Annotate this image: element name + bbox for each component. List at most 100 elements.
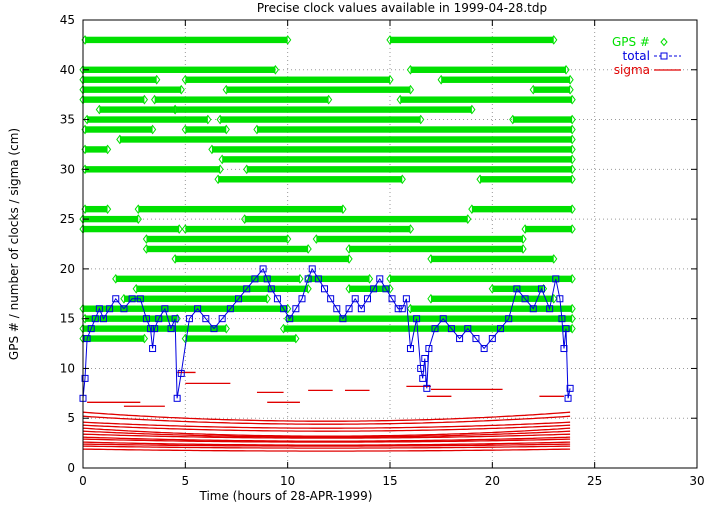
- total-point: [259, 265, 267, 273]
- total-point: [155, 315, 163, 323]
- total-point: [562, 325, 570, 333]
- total-point: [243, 285, 251, 293]
- gps-segment: [316, 235, 524, 243]
- total-point: [267, 285, 275, 293]
- gps-point: [304, 244, 312, 254]
- sigma-curve: [82, 443, 571, 447]
- gps-point: [181, 224, 189, 234]
- gps-point: [406, 84, 415, 95]
- gps-point: [153, 74, 161, 85]
- total-point: [339, 315, 347, 323]
- total-point: [552, 275, 560, 283]
- gps-point: [568, 174, 576, 185]
- total-point: [99, 315, 107, 323]
- total-point: [91, 315, 99, 323]
- gps-point: [296, 274, 304, 284]
- x-tick-label: 0: [79, 474, 87, 488]
- gps-point: [568, 134, 576, 145]
- y-tick-label: 45: [60, 13, 75, 27]
- gps-segment: [123, 295, 268, 302]
- total-point: [464, 325, 472, 333]
- gps-point: [324, 94, 333, 105]
- gps-point: [406, 224, 415, 234]
- gps-point: [263, 293, 271, 304]
- gps-point: [566, 74, 574, 85]
- total-series: [79, 265, 574, 402]
- gps-point: [312, 234, 320, 244]
- gps-point: [488, 283, 496, 294]
- chart-title: Precise clock values available in 1999-0…: [257, 1, 547, 15]
- gps-point: [222, 84, 230, 95]
- y-axis-label: GPS # / number of clocks / sigma (cm): [7, 128, 21, 360]
- gps-segment: [83, 305, 288, 312]
- gps-point: [568, 164, 576, 175]
- gps-segment: [390, 275, 573, 283]
- gps-segment: [244, 215, 468, 223]
- gps-point: [177, 84, 185, 95]
- total-point: [537, 285, 545, 293]
- total-point: [83, 335, 91, 343]
- gps-point: [171, 104, 179, 115]
- total-point: [81, 374, 89, 382]
- total-point: [149, 345, 157, 353]
- total-point: [472, 335, 480, 343]
- gps-point: [83, 114, 91, 125]
- ticks: 0 5 10 15 20 25 30 0 5 10 15 20 25 30 35 40 45: [60, 13, 705, 488]
- total-point: [185, 315, 193, 323]
- total-point: [488, 335, 496, 343]
- gps-point: [134, 214, 142, 224]
- total-point: [421, 354, 429, 362]
- legend-marker: [660, 37, 668, 47]
- gps-point: [406, 64, 415, 75]
- gps-point: [116, 134, 124, 145]
- sigma-curve: [82, 430, 571, 438]
- gps-segment: [185, 126, 227, 133]
- total-point: [226, 305, 234, 313]
- legend-marker: [660, 52, 668, 60]
- gps-point: [120, 293, 128, 304]
- gps-segment: [441, 76, 571, 83]
- sigma-curve: [82, 433, 571, 439]
- gps-point: [417, 114, 425, 125]
- total-point: [95, 305, 103, 313]
- total-point: [431, 325, 439, 333]
- gps-segment: [410, 305, 573, 312]
- gps-point: [95, 104, 103, 115]
- gps-point: [396, 94, 404, 105]
- y-tick-label: 25: [60, 212, 75, 226]
- gps-point: [437, 74, 445, 85]
- gps-segment: [138, 205, 343, 213]
- total-point: [402, 295, 410, 303]
- gps-segment: [85, 146, 108, 153]
- total-point: [413, 315, 421, 323]
- gps-segment: [87, 116, 208, 123]
- gps-segment: [154, 96, 329, 103]
- gps-segment: [136, 285, 309, 292]
- y-tick-label: 40: [60, 63, 75, 77]
- gps-point: [468, 204, 476, 214]
- total-point: [480, 345, 488, 353]
- sigma-curve: [82, 445, 571, 449]
- total-point: [235, 295, 243, 303]
- gps-point: [214, 174, 222, 185]
- gps-point: [222, 124, 230, 135]
- gps-point: [142, 244, 151, 254]
- gps-point: [406, 303, 415, 314]
- gps-point: [568, 204, 576, 214]
- gps-segment: [83, 66, 276, 73]
- total-point: [321, 285, 329, 293]
- gps-point: [464, 214, 472, 224]
- gps-point: [181, 124, 189, 135]
- total-point: [513, 285, 521, 293]
- gps-segment: [146, 235, 288, 243]
- gps-segment: [175, 255, 350, 263]
- gps-segment: [226, 86, 411, 93]
- gps-segment: [430, 295, 554, 302]
- gps-segment: [410, 66, 567, 73]
- gps-point: [386, 74, 394, 85]
- gps-segment: [83, 215, 139, 223]
- gps-segment: [525, 225, 573, 233]
- total-point: [210, 325, 218, 333]
- gps-point: [271, 64, 280, 75]
- total-point: [218, 315, 226, 323]
